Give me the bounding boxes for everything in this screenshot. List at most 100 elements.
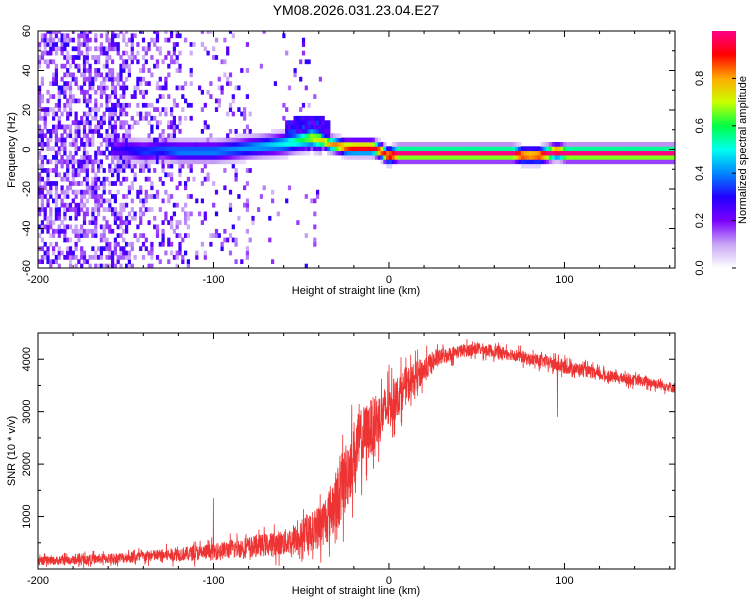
spectrogram-cell	[301, 102, 306, 108]
spectrogram-cell	[71, 163, 75, 169]
spectrogram-cell	[136, 120, 140, 126]
spectrogram-cell	[282, 137, 286, 143]
spectrogram-cell	[122, 137, 126, 143]
spectrogram-cell	[80, 42, 84, 47]
spectrogram-cell	[68, 246, 73, 252]
spectrogram-cell	[650, 142, 654, 147]
spectrogram-cell	[184, 150, 188, 156]
spectrogram-cell	[178, 68, 182, 73]
spectrogram-cell	[94, 255, 98, 260]
spectrogram-cell	[664, 142, 668, 147]
spectrogram-cell	[141, 202, 146, 208]
spectrogram-cell	[290, 120, 294, 126]
spectrogram-cell	[52, 42, 56, 47]
spectrogram-cell	[133, 233, 137, 238]
snr-xtick-label: 0	[386, 575, 392, 587]
spectrogram-cell	[49, 37, 53, 43]
spectrogram-cell	[245, 155, 250, 160]
spectrogram-cell	[111, 150, 115, 156]
spectrogram-cell	[641, 155, 645, 160]
spectrogram-cell	[630, 155, 634, 160]
spectrogram-cell	[316, 115, 320, 121]
spectrogram-cell	[492, 159, 497, 165]
spectrogram-cell	[223, 37, 227, 43]
spectrogram-cell	[136, 159, 140, 165]
spectrogram-cell	[262, 142, 266, 147]
spectrogram-cell	[136, 146, 140, 152]
spectrogram-cell	[136, 224, 140, 230]
spectrogram-cell	[116, 176, 120, 182]
spectrogram-cell	[243, 185, 247, 191]
spectrogram-cell	[63, 172, 67, 178]
spectrogram-cell	[341, 142, 345, 147]
spectrogram-cell	[63, 224, 67, 230]
spectrogram-cell	[332, 137, 337, 143]
spectrogram-cell	[276, 146, 280, 152]
spectrogram-cell	[172, 124, 177, 130]
spectrogram-cell	[105, 263, 109, 268]
spectrogram-cell	[46, 129, 50, 134]
spectrogram-cell	[209, 150, 213, 156]
spectrogram-cell	[372, 150, 376, 156]
spectrogram-cell	[108, 98, 112, 104]
spectrogram-cell	[327, 129, 331, 134]
spectrogram-cell	[287, 129, 292, 134]
spectrogram-cell	[119, 163, 123, 169]
spectrogram-cell	[327, 142, 331, 147]
spectrogram-cell	[293, 68, 297, 73]
spectrogram-cell	[122, 146, 126, 152]
spectrogram-cell	[195, 137, 199, 143]
spectrogram-cell	[88, 85, 92, 91]
spectrogram-cell	[487, 142, 491, 147]
spectrogram-cell	[234, 241, 238, 247]
spectrogram-cell	[54, 150, 59, 156]
spectrogram-cell	[116, 189, 120, 195]
spectrogram-cell	[237, 155, 241, 160]
spectrogram-cell	[125, 150, 129, 156]
spectrogram-cell	[52, 111, 56, 117]
spectrogram-cell	[150, 72, 154, 78]
spectrogram-cell	[301, 120, 306, 126]
spectrogram-cell	[170, 142, 174, 147]
spectrogram-cell	[116, 255, 120, 260]
spectrogram-cell	[178, 85, 182, 91]
spectrogram-cell	[38, 172, 42, 178]
spectrogram-cell	[74, 241, 78, 247]
spectrogram-cell	[428, 146, 432, 152]
spectrogram-cell	[113, 137, 118, 143]
spectrogram-cell	[102, 228, 106, 234]
spectrogram-cell	[49, 259, 53, 265]
spectrogram-cell	[136, 142, 140, 147]
spectrogram-cell	[240, 68, 244, 73]
spectrogram-cell	[99, 163, 104, 169]
spectrogram-cell	[520, 146, 525, 152]
spectrogram-cell	[313, 120, 317, 126]
spectrogram-cell	[231, 163, 235, 169]
spectrogram-cell	[369, 155, 373, 160]
spectrogram-cell	[71, 137, 75, 143]
spectrogram-cell	[273, 155, 278, 160]
spectrogram-cell	[184, 215, 188, 221]
spectrogram-cell	[68, 224, 73, 230]
spectrogram-cell	[94, 207, 98, 212]
spectrogram-cell	[422, 159, 426, 165]
spectrogram-cell	[509, 155, 513, 160]
spectrogram-cell	[155, 63, 160, 69]
spectrogram-cell	[638, 159, 643, 165]
spectrogram-cell	[377, 146, 381, 152]
spectrogram-cell	[105, 207, 109, 212]
spectrogram-cell	[102, 120, 106, 126]
spectrogram-cell	[153, 31, 157, 34]
spectrogram-cell	[155, 150, 160, 156]
spectrogram-cell	[60, 185, 64, 191]
spectrogram-cell	[633, 155, 637, 160]
spectrogram-cell	[80, 233, 84, 238]
spectrogram-cell	[63, 215, 67, 221]
spectrogram-cell	[228, 189, 233, 195]
spectrogram-cell	[495, 155, 499, 160]
spectrogram-cell	[287, 85, 292, 91]
spectrogram-cell	[38, 211, 42, 217]
spectrogram-cell	[313, 150, 317, 156]
spectrogram-cell	[428, 142, 432, 147]
spectrogram-cell	[88, 194, 92, 199]
